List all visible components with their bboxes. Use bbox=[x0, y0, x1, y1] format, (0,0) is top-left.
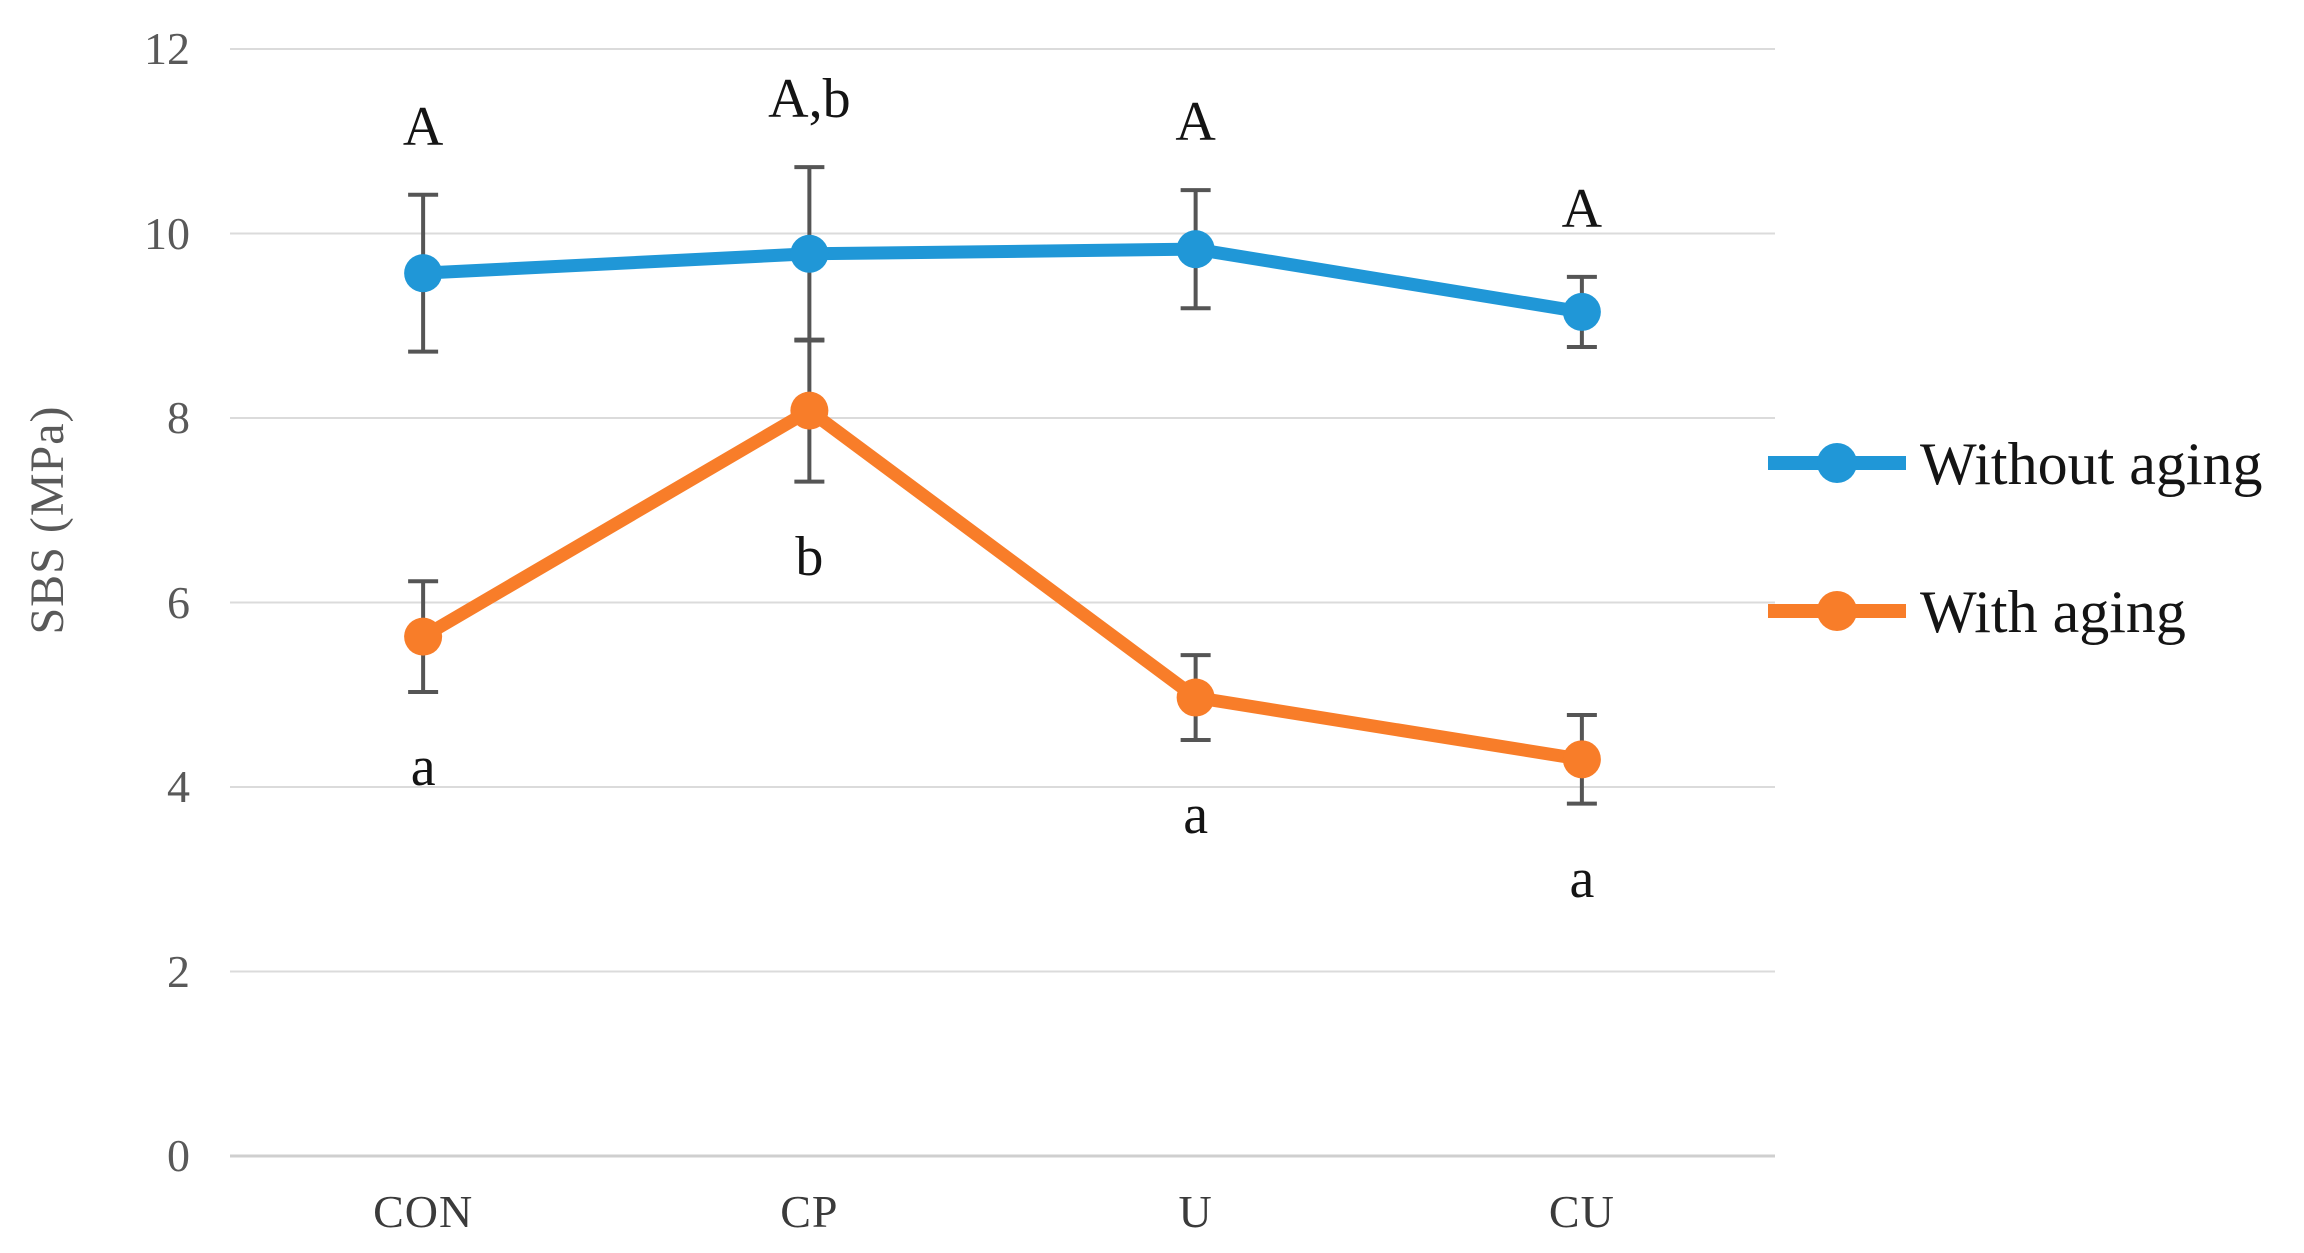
y-tick-label: 0 bbox=[167, 1130, 190, 1181]
y-tick-label: 6 bbox=[167, 576, 190, 628]
x-axis-label: CU bbox=[1548, 1186, 1615, 1237]
significance-label: a bbox=[410, 735, 436, 798]
y-tick-label: 12 bbox=[144, 23, 190, 74]
legend-swatch-marker bbox=[1817, 591, 1857, 631]
gridlines bbox=[230, 48, 1775, 1158]
x-axis-label: CON bbox=[373, 1186, 474, 1237]
significance-label: A bbox=[1561, 177, 1603, 240]
significance-label: a bbox=[1183, 783, 1209, 846]
legend-swatch-marker bbox=[1817, 443, 1857, 483]
data-point-marker bbox=[790, 234, 829, 273]
significance-label: A bbox=[402, 95, 444, 158]
legend-label-without-aging: Without aging bbox=[1920, 431, 2263, 497]
data-point-marker bbox=[1562, 292, 1601, 331]
significance-label: b bbox=[795, 525, 824, 588]
data-point-marker bbox=[1176, 230, 1215, 269]
significance-label: A,b bbox=[768, 68, 851, 131]
series-line-with-aging bbox=[416, 404, 1589, 766]
y-tick-label: 4 bbox=[167, 761, 190, 812]
y-tick-label: 8 bbox=[167, 392, 190, 443]
data-point-marker bbox=[790, 391, 829, 430]
y-tick-label: 2 bbox=[167, 945, 190, 997]
legend-label-with-aging: With aging bbox=[1920, 579, 2186, 645]
data-point-marker bbox=[404, 617, 443, 656]
series-line-without-aging bbox=[416, 242, 1589, 319]
data-point-marker bbox=[404, 254, 443, 293]
significance-label: a bbox=[1569, 847, 1595, 910]
significance-label: A bbox=[1175, 91, 1216, 154]
y-tick-label: 10 bbox=[144, 207, 190, 259]
data-point-marker bbox=[1176, 678, 1215, 717]
data-point-marker bbox=[1562, 740, 1601, 779]
x-axis-label: U bbox=[1178, 1186, 1213, 1237]
x-axis-label: CP bbox=[780, 1186, 839, 1237]
